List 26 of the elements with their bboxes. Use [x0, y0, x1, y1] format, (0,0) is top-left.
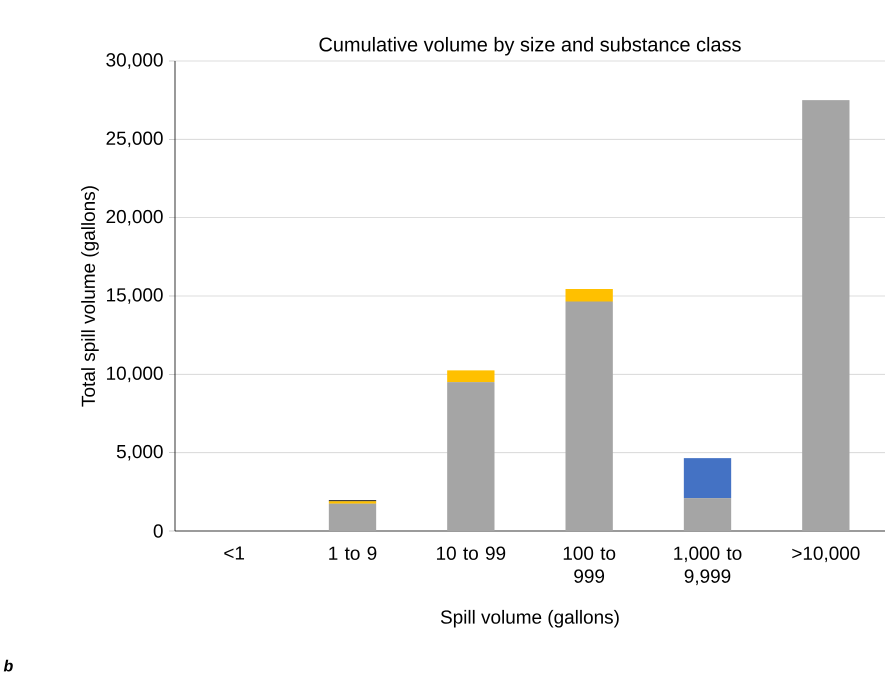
x-tick-label: >10,000 — [792, 546, 860, 562]
y-tick-label: 25,000 — [106, 132, 163, 148]
bar — [684, 498, 732, 531]
bar — [802, 100, 850, 531]
bar — [328, 504, 376, 531]
x-tick-label: 1 to 9 — [329, 546, 376, 560]
bar — [684, 458, 732, 498]
y-axis-title: Total spill volume (gallons) — [81, 186, 99, 407]
y-tick-label: 5,000 — [116, 444, 163, 460]
bar — [566, 301, 613, 531]
x-axis-title: Spill volume (gallons) — [440, 610, 619, 628]
bar — [447, 382, 495, 531]
text: b — [4, 660, 13, 672]
y-tick-label: 30,000 — [106, 53, 163, 69]
y-tick-label: 15,000 — [107, 288, 163, 304]
y-tick-label: 10,000 — [107, 366, 163, 382]
x-tick-label: 1,000 to 9,999 — [674, 546, 742, 586]
x-tick-label: 10 to 99 — [437, 546, 506, 560]
y-tick-label: 0 — [154, 524, 163, 538]
x-tick-label: <1 — [224, 546, 244, 560]
y-tick-label: 20,000 — [106, 210, 163, 226]
bar — [328, 501, 376, 504]
x-tick-label: 100 to 999 — [564, 546, 616, 583]
bar — [566, 288, 613, 302]
chart-title: Cumulative volume by size and substance class — [319, 36, 741, 56]
bar — [447, 370, 495, 382]
